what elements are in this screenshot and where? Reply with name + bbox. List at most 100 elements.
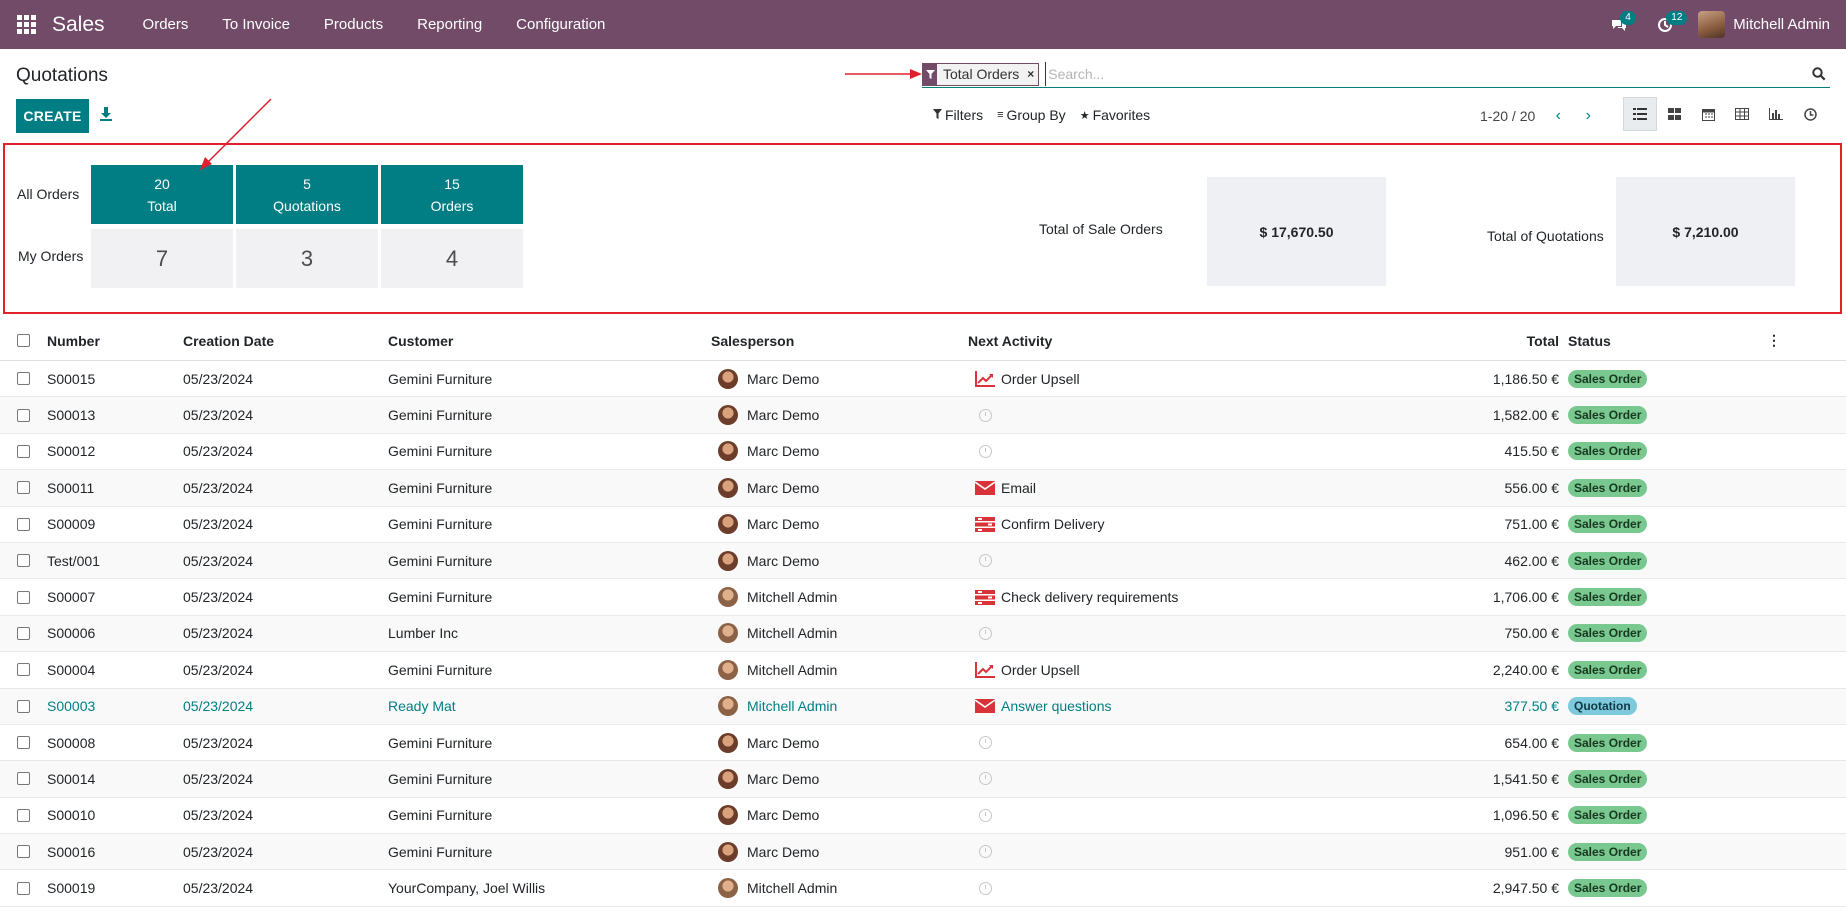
activity-summary: Check delivery requirements — [1001, 589, 1179, 606]
column-number[interactable]: Number — [47, 332, 100, 349]
kanban-view-icon[interactable] — [1657, 97, 1691, 131]
clock-icon[interactable] — [979, 736, 992, 750]
table-row[interactable]: S00010 05/23/2024 Gemini Furniture Marc Dem… — [0, 797, 1846, 835]
row-checkbox[interactable] — [0, 845, 47, 859]
clock-icon[interactable] — [979, 444, 992, 458]
column-total[interactable]: Total — [1526, 332, 1559, 349]
menu-orders[interactable]: Orders — [142, 16, 189, 33]
list-view-icon[interactable] — [1623, 97, 1657, 131]
table-row[interactable]: S00019 05/23/2024 YourCompany, Joel Willis… — [0, 870, 1846, 907]
table-row[interactable]: S00009 05/23/2024 Gemini Furniture Marc Dem… — [0, 506, 1846, 543]
tile-my-total[interactable]: 7 — [91, 229, 233, 288]
pager-next-icon[interactable]: › — [1585, 107, 1591, 124]
clock-icon[interactable] — [979, 626, 992, 640]
table-row[interactable]: S00004 05/23/2024 Gemini Furniture Mitchell… — [0, 652, 1846, 689]
pager-value[interactable]: 1-20 / 20 — [1480, 108, 1536, 124]
app-menu-icon[interactable] — [0, 0, 52, 49]
search-icon[interactable] — [1808, 67, 1830, 81]
clock-icon[interactable] — [979, 408, 992, 422]
column-status[interactable]: Status — [1568, 332, 1611, 349]
tile-total[interactable]: 20 Total — [91, 165, 233, 224]
remove-facet-icon[interactable]: × — [1027, 67, 1035, 81]
delivery-icon[interactable] — [975, 589, 995, 605]
user-menu[interactable]: Mitchell Admin — [1688, 11, 1846, 38]
row-checkbox[interactable] — [0, 736, 47, 750]
status-cell: Sales Order — [1559, 806, 1759, 825]
row-checkbox[interactable] — [0, 808, 47, 822]
tile-my-quotations[interactable]: 3 — [236, 229, 378, 288]
avatar — [718, 441, 738, 462]
select-all-checkbox[interactable] — [0, 334, 47, 347]
menu-reporting[interactable]: Reporting — [417, 16, 483, 33]
row-checkbox[interactable] — [0, 663, 47, 677]
order-number: S00013 — [47, 407, 96, 424]
table-row[interactable]: S00015 05/23/2024 Gemini Furniture Marc Dem… — [0, 361, 1846, 398]
table-row[interactable]: S00013 05/23/2024 Gemini Furniture Marc Dem… — [0, 397, 1846, 434]
filters-button[interactable]: Filters — [933, 107, 983, 123]
row-checkbox[interactable] — [0, 772, 47, 786]
clock-icon[interactable] — [979, 881, 992, 895]
calendar-view-icon[interactable] — [1691, 97, 1725, 131]
upsell-icon[interactable] — [975, 370, 995, 387]
column-salesperson[interactable]: Salesperson — [711, 332, 795, 349]
row-checkbox[interactable] — [0, 372, 47, 386]
table-row[interactable]: S00006 05/23/2024 Lumber Inc Mitchell Admin… — [0, 615, 1846, 653]
table-row[interactable]: S00016 05/23/2024 Gemini Furniture Marc Dem… — [0, 834, 1846, 871]
create-button[interactable]: CREATE — [16, 99, 89, 133]
download-icon[interactable] — [99, 106, 115, 124]
email-icon[interactable] — [975, 698, 995, 714]
tile-orders[interactable]: 15 Orders — [381, 165, 523, 224]
row-checkbox[interactable] — [0, 444, 47, 458]
group-by-button[interactable]: ≡ Group By — [997, 107, 1066, 123]
creation-date: 05/23/2024 — [183, 407, 254, 424]
order-number: S00009 — [47, 516, 96, 533]
tile-my-orders[interactable]: 4 — [381, 229, 523, 288]
table-row[interactable]: S00003 05/23/2024 Ready Mat Mitchell Admin A… — [0, 688, 1846, 725]
column-options-icon[interactable]: ⋮ — [1767, 332, 1781, 348]
row-checkbox[interactable] — [0, 481, 47, 495]
row-checkbox[interactable] — [0, 517, 47, 531]
clock-icon[interactable] — [979, 808, 992, 822]
favorites-button[interactable]: ★ Favorites — [1080, 107, 1150, 123]
pivot-view-icon[interactable] — [1725, 97, 1759, 131]
activity-view-icon[interactable] — [1793, 97, 1827, 131]
graph-view-icon[interactable] — [1759, 97, 1793, 131]
tile-quotations[interactable]: 5 Quotations — [236, 165, 378, 224]
table-row[interactable]: S00011 05/23/2024 Gemini Furniture Marc Dem… — [0, 470, 1846, 507]
delivery-icon[interactable] — [975, 516, 995, 532]
page-title[interactable]: Quotations — [16, 65, 108, 86]
clock-icon[interactable] — [979, 845, 992, 859]
pager-previous-icon[interactable]: ‹ — [1555, 107, 1561, 124]
menu-to-invoice[interactable]: To Invoice — [222, 16, 290, 33]
column-next-activity[interactable]: Next Activity — [968, 332, 1053, 349]
row-checkbox[interactable] — [0, 554, 47, 568]
table-row[interactable]: S00008 05/23/2024 Gemini Furniture Marc Dem… — [0, 724, 1846, 762]
column-creation-date[interactable]: Creation Date — [183, 332, 275, 349]
row-checkbox[interactable] — [0, 408, 47, 422]
row-checkbox[interactable] — [0, 699, 47, 713]
activities-icon[interactable]: 12 — [1642, 0, 1688, 49]
row-checkbox[interactable] — [0, 881, 47, 895]
table-row[interactable]: Test/001 05/23/2024 Gemini Furniture Marc D… — [0, 542, 1846, 580]
customer-name: Gemini Furniture — [388, 589, 493, 606]
row-checkbox[interactable] — [0, 626, 47, 640]
activity-summary: Order Upsell — [1001, 370, 1080, 387]
upsell-icon[interactable] — [975, 661, 995, 678]
salesperson-cell: Marc Demo — [711, 732, 968, 753]
search-input[interactable] — [1045, 62, 1808, 86]
avatar — [718, 368, 738, 389]
clock-icon[interactable] — [979, 554, 992, 568]
menu-products[interactable]: Products — [323, 16, 384, 33]
clock-icon[interactable] — [979, 772, 992, 786]
table-row[interactable]: S00014 05/23/2024 Gemini Furniture Marc Dem… — [0, 761, 1846, 798]
status-badge: Sales Order — [1568, 660, 1648, 679]
menu-configuration[interactable]: Configuration — [516, 16, 606, 33]
avatar — [718, 805, 738, 826]
table-row[interactable]: S00007 05/23/2024 Gemini Furniture Mitchell… — [0, 579, 1846, 616]
column-customer[interactable]: Customer — [388, 332, 454, 349]
row-checkbox[interactable] — [0, 590, 47, 604]
email-icon[interactable] — [975, 480, 995, 496]
table-row[interactable]: S00012 05/23/2024 Gemini Furniture Marc Dem… — [0, 433, 1846, 471]
messages-icon[interactable]: 4 — [1596, 0, 1642, 49]
app-name[interactable]: Sales — [52, 12, 105, 36]
